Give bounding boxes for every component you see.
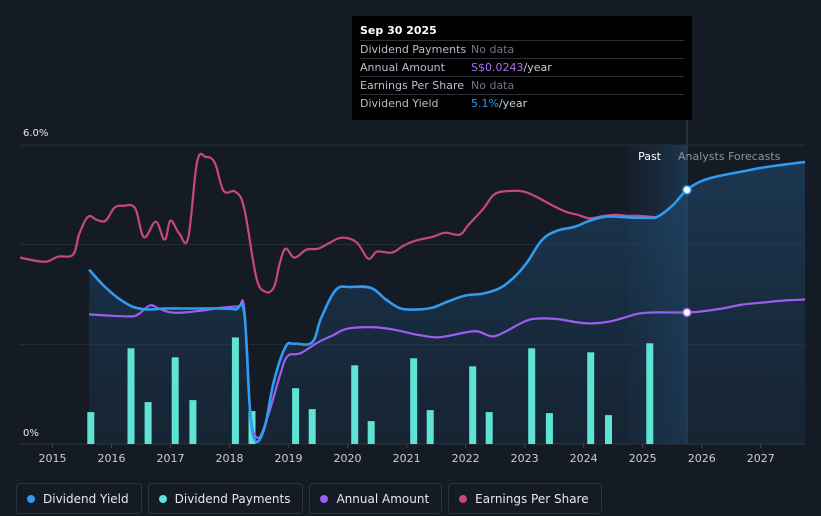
tooltip-row-earnings-per-share: Earnings Per Share No data <box>360 76 684 94</box>
y-axis-bottom-label: 0% <box>23 428 39 439</box>
dividend-payment-bar <box>351 365 359 444</box>
tooltip-date: Sep 30 2025 <box>360 24 437 37</box>
dividend-payment-bar <box>485 412 493 444</box>
past-label: Past <box>638 150 662 163</box>
dividend-payment-bar <box>587 352 595 444</box>
legend-label: Dividend Yield <box>43 491 129 506</box>
x-tick-label: 2025 <box>629 452 657 465</box>
tooltip-row-dividend-payments: Dividend Payments No data <box>360 40 684 58</box>
y-axis-top-label: 6.0% <box>23 128 48 139</box>
tooltip-number: 5.1% <box>471 97 499 110</box>
x-tick-label: 2015 <box>38 452 66 465</box>
tooltip-row-annual-amount: Annual Amount S$0.0243/year <box>360 58 684 76</box>
x-tick-label: 2017 <box>157 452 185 465</box>
dividend-yield-marker <box>682 185 692 195</box>
dividend-payment-bar <box>367 421 375 444</box>
x-tick-label: 2018 <box>216 452 244 465</box>
legend-label: Earnings Per Share <box>475 491 589 506</box>
dividend-yield-line <box>88 160 806 444</box>
legend-label: Dividend Payments <box>174 491 291 506</box>
legend-dividend-payments[interactable]: Dividend Payments <box>147 483 304 514</box>
legend-dot-icon <box>158 494 167 503</box>
x-tick-label: 2019 <box>275 452 303 465</box>
tooltip-label: Earnings Per Share <box>360 79 465 92</box>
annual-amount-line <box>89 298 806 440</box>
dividend-payment-bar <box>231 337 239 444</box>
legend-dot-icon <box>459 494 468 503</box>
tooltip-value: 5.1%/year <box>471 95 527 112</box>
legend-dot-icon <box>27 494 35 503</box>
dividend-payment-bar <box>469 366 477 444</box>
dividend-payment-bar <box>605 415 612 444</box>
tooltip-label: Annual Amount <box>360 61 445 74</box>
dividend-payment-bar <box>545 413 553 444</box>
x-axis: 2015 2016 2017 2018 2019 2020 2021 2022 2023 2024… <box>38 444 775 465</box>
tooltip: Sep 30 2025 Dividend Payments No data An… <box>352 16 692 120</box>
x-tick-label: 2024 <box>570 452 598 465</box>
dividend-payment-bar <box>171 357 179 444</box>
tooltip-row-dividend-yield: Dividend Yield 5.1%/year <box>360 94 684 112</box>
dividend-payment-bar <box>87 412 95 444</box>
analysts-forecasts-label: Analysts Forecasts <box>678 150 781 163</box>
dividend-payment-bar <box>528 348 536 444</box>
dividend-payment-bar <box>410 358 418 444</box>
legend-label: Annual Amount <box>336 491 430 506</box>
dividend-payment-bar <box>127 348 135 444</box>
annual-amount-marker <box>682 307 692 318</box>
tooltip-unit: /year <box>498 97 528 110</box>
tooltip-unit: /year <box>523 61 552 74</box>
dividend-payment-bar <box>189 400 197 444</box>
tooltip-label: Dividend Yield <box>360 97 439 110</box>
tooltip-value: S$0.0243/year <box>471 59 552 76</box>
x-tick-label: 2026 <box>688 452 716 465</box>
legend-annual-amount[interactable]: Annual Amount <box>309 483 443 514</box>
tooltip-label: Dividend Payments <box>360 43 467 56</box>
x-tick-label: 2022 <box>452 452 480 465</box>
legend: Dividend Yield Dividend Payments Annual … <box>16 483 608 514</box>
tooltip-value: No data <box>471 79 515 92</box>
earnings-per-share-line <box>19 152 658 294</box>
dividend-payment-bar <box>292 388 300 444</box>
dividend-payment-bar <box>426 410 434 444</box>
legend-dividend-yield[interactable]: Dividend Yield <box>16 483 142 514</box>
tooltip-value: No data <box>471 43 515 56</box>
x-tick-label: 2021 <box>393 452 421 465</box>
x-tick-label: 2023 <box>511 452 539 465</box>
dividend-payment-bar <box>646 343 654 444</box>
dividend-payment-bar <box>144 402 152 444</box>
dividend-payment-bar <box>308 409 316 444</box>
x-tick-label: 2016 <box>97 452 125 465</box>
tooltip-number: S$0.0243 <box>471 61 524 74</box>
legend-dot-icon <box>320 494 329 503</box>
x-tick-label: 2020 <box>334 452 362 465</box>
dividend-chart: 6.0% 0% Past Analysts Forecasts 2015 2016… <box>19 120 806 465</box>
x-tick-label: 2027 <box>747 452 775 465</box>
legend-earnings-per-share[interactable]: Earnings Per Share <box>448 483 602 514</box>
